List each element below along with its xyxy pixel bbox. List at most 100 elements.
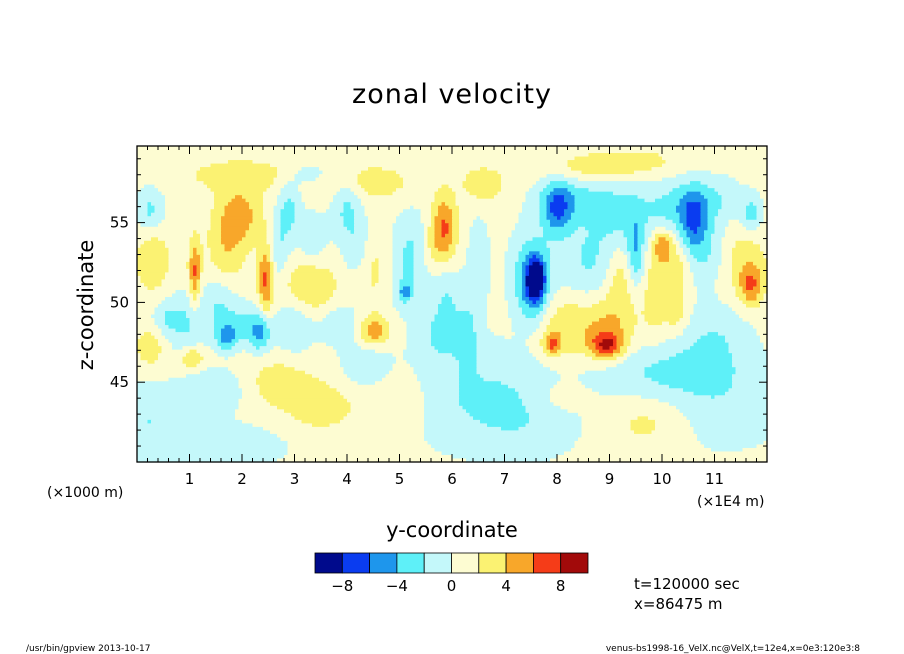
heatmap-cell — [140, 223, 159, 228]
heatmap-cell — [392, 237, 425, 242]
heatmap-cell — [252, 247, 257, 252]
heatmap-cell — [487, 423, 527, 428]
heatmap-cell — [392, 226, 425, 231]
heatmap-cell — [256, 304, 264, 309]
heatmap-cell — [462, 405, 527, 410]
heatmap-cell — [441, 296, 453, 302]
heatmap-cell — [452, 212, 460, 217]
heatmap-cell — [263, 296, 271, 302]
heatmap-cell — [613, 342, 618, 347]
heatmap-cell — [683, 282, 695, 288]
heatmap-cell — [256, 261, 261, 266]
heatmap-cell — [455, 356, 478, 361]
heatmap-cell — [623, 342, 632, 347]
heatmap-cell — [725, 233, 768, 238]
heatmap-cell — [172, 346, 184, 351]
heatmap-cell — [252, 423, 313, 428]
heatmap-cell — [371, 321, 380, 326]
heatmap-cell — [137, 181, 205, 186]
heatmap-cell — [273, 247, 296, 252]
heatmap-cell — [686, 244, 712, 249]
heatmap-cell — [683, 307, 695, 312]
heatmap-cell — [497, 170, 583, 175]
heatmap-cell — [721, 205, 747, 210]
heatmap-cell — [340, 391, 425, 396]
heatmap-cell — [469, 412, 530, 417]
heatmap-cell — [441, 219, 446, 224]
heatmap-cell — [354, 339, 366, 344]
heatmap-cell — [546, 293, 555, 298]
heatmap-cell — [420, 384, 460, 389]
heatmap-cell — [567, 181, 691, 186]
heatmap-cell — [284, 205, 296, 210]
heatmap-cell — [578, 374, 646, 379]
heatmap-cell — [431, 212, 439, 217]
heatmap-cell — [371, 311, 380, 316]
heatmap-cell — [707, 209, 719, 214]
heatmap-cell — [651, 254, 660, 259]
heatmap-cell — [200, 233, 208, 238]
heatmap-cell — [546, 300, 551, 305]
heatmap-cell — [609, 286, 628, 291]
heatmap-cell — [644, 296, 684, 302]
heatmap-cell — [753, 240, 768, 245]
heatmap-cell — [704, 195, 723, 200]
heatmap-cell — [221, 230, 247, 235]
heatmap-cell — [228, 307, 261, 312]
heatmap-cell — [606, 272, 618, 277]
heatmap-cell — [655, 423, 691, 428]
heatmap-cell — [672, 188, 716, 193]
heatmap-cell — [686, 254, 695, 259]
heatmap-cell — [368, 233, 394, 238]
heatmap-cell — [665, 237, 674, 242]
heatmap-cell — [546, 279, 551, 284]
heatmap-cell — [392, 353, 404, 358]
heatmap-cell — [238, 268, 257, 273]
heatmap-cell — [448, 205, 460, 210]
heatmap-cell — [669, 191, 688, 196]
heatmap-cell — [214, 191, 264, 196]
heatmap-cell — [147, 286, 156, 291]
heatmap-cell — [511, 233, 544, 238]
heatmap-cell — [151, 332, 163, 337]
heatmap-cell — [231, 247, 254, 252]
heatmap-cell — [399, 279, 415, 284]
heatmap-cell — [455, 251, 467, 256]
heatmap-cell — [280, 223, 292, 228]
heatmap-cell — [616, 314, 639, 319]
heatmap-cell — [298, 184, 362, 189]
heatmap-cell — [382, 332, 390, 337]
heatmap-cell — [144, 332, 152, 337]
heatmap-cell — [564, 451, 768, 456]
heatmap-cell — [137, 325, 159, 330]
heatmap-cell — [511, 328, 537, 333]
heatmap-cell — [504, 296, 520, 302]
heatmap-cell — [641, 261, 646, 266]
heatmap-cell — [763, 202, 768, 207]
heatmap-cell — [182, 356, 205, 361]
heatmap-cell — [434, 223, 443, 228]
heatmap-cell — [644, 198, 656, 203]
heatmap-cell — [756, 279, 761, 284]
heatmap-cell — [392, 240, 408, 245]
heatmap-cell — [732, 356, 768, 361]
heatmap-cell — [270, 261, 275, 266]
heatmap-cell — [137, 458, 278, 463]
heatmap-cell — [739, 181, 768, 186]
colorbar-swatch — [560, 552, 589, 574]
heatmap-cell — [301, 311, 331, 316]
heatmap-cell — [161, 346, 173, 351]
heatmap-cell — [189, 244, 205, 249]
heatmap-cell — [137, 184, 145, 189]
heatmap-cell — [525, 423, 583, 428]
heatmap-cell — [539, 219, 551, 224]
heatmap-cell — [746, 304, 761, 309]
heatmap-cell — [368, 223, 394, 228]
heatmap-cell — [564, 304, 579, 309]
heatmap-cell — [539, 205, 548, 210]
heatmap-cell — [452, 254, 467, 259]
heatmap-cell — [525, 265, 530, 270]
heatmap-cell — [613, 254, 628, 259]
heatmap-cell — [392, 265, 404, 270]
heatmap-cell — [763, 205, 768, 210]
